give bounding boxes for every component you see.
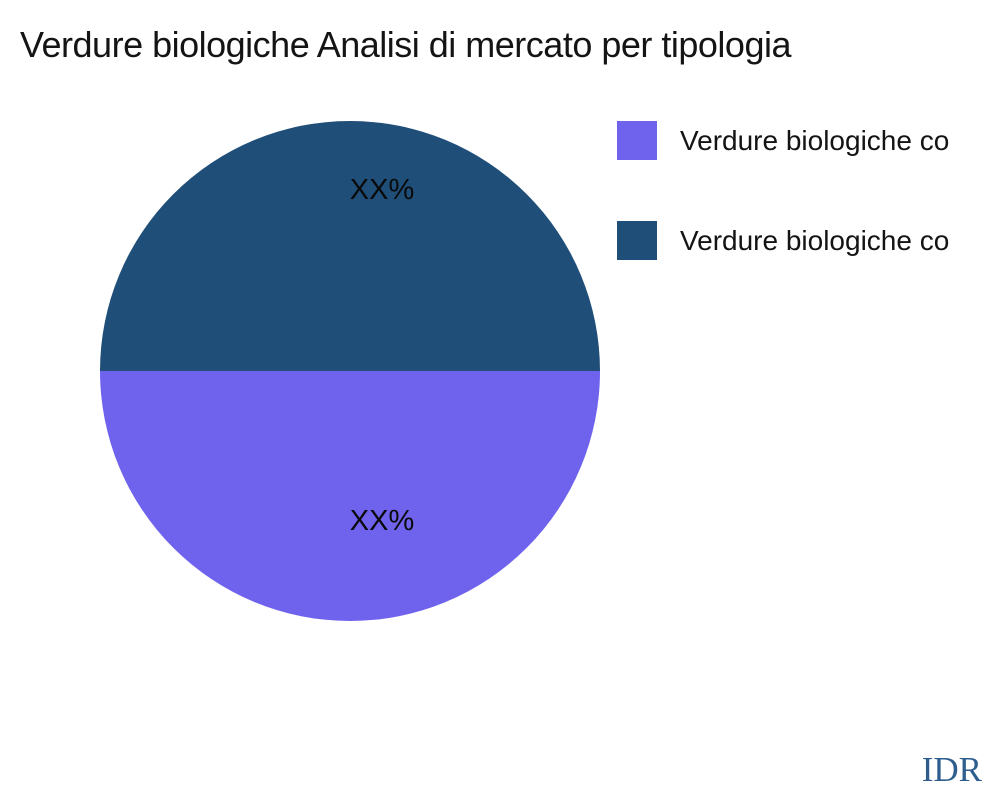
legend-swatch-icon (617, 121, 657, 160)
pie-chart (100, 121, 600, 621)
legend-item: Verdure biologiche co (617, 121, 949, 160)
pie-slice-label-bottom: XX% (349, 505, 415, 537)
watermark-text: IDR (921, 750, 982, 789)
legend-item: Verdure biologiche co (617, 221, 949, 260)
chart-title: Verdure biologiche Analisi di mercato pe… (20, 24, 791, 65)
pie-slice-label-top: XX% (349, 174, 415, 206)
legend-label: Verdure biologiche co (680, 224, 950, 256)
legend-swatch-icon (617, 221, 657, 260)
legend-label: Verdure biologiche co (680, 124, 950, 156)
